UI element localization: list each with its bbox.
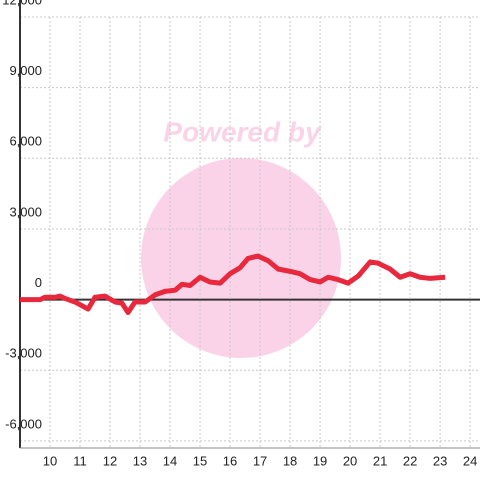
- line: [20, 253, 446, 316]
- y-tick-label: -6,000: [5, 416, 42, 431]
- y-tick-label: 9,000: [9, 63, 42, 78]
- x-tick-label: 13: [133, 453, 147, 468]
- watermark: Powered by: [163, 116, 322, 147]
- x-tick-label: 24: [463, 453, 477, 468]
- x-tick-label: 19: [313, 453, 327, 468]
- x-tick-label: 22: [403, 453, 417, 468]
- y-tick-label: 12,000: [2, 0, 42, 7]
- x-tick-label: 14: [163, 453, 177, 468]
- y-tick-label: 0: [35, 275, 42, 290]
- x-tick-label: 11: [73, 453, 87, 468]
- x-tick-label: 10: [43, 453, 57, 468]
- y-tick-label: -3,000: [5, 346, 42, 361]
- y-tick-label: 3,000: [9, 204, 42, 219]
- x-tick-label: 18: [283, 453, 297, 468]
- y-tick-label: 6,000: [9, 134, 42, 149]
- x-tick-label: 20: [343, 453, 357, 468]
- x-tick-label: 16: [223, 453, 237, 468]
- x-tick-label: 15: [193, 453, 207, 468]
- x-tick-label: 21: [373, 453, 387, 468]
- x-tick-label: 12: [103, 453, 117, 468]
- watermark-circle: [141, 158, 341, 358]
- x-tick-label: 23: [433, 453, 447, 468]
- x-tick-label: 17: [253, 453, 267, 468]
